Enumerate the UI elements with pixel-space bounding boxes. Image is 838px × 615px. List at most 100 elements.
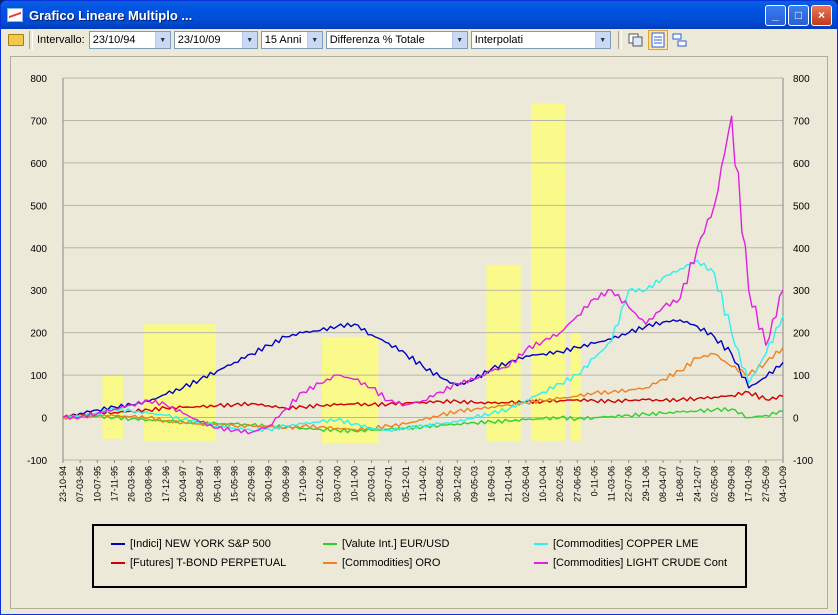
x-tick-label: 22-08-02 [435,466,445,502]
legend-label: [Commodities] LIGHT CRUDE Cont [553,557,728,569]
x-tick-label: 09-06-99 [281,466,291,502]
mode-value: Differenza % Totale [329,34,425,46]
x-tick-label: 15-05-98 [229,466,239,502]
x-tick-label: 27-05-09 [761,466,771,502]
line-chart: -100 -100 0 0 100 100 200 200 300 300 400 400 500 500… [27,74,813,502]
interpolation-select[interactable]: Interpolati ▼ [470,31,611,49]
y-tick-label-left: 400 [30,244,47,255]
minimize-button[interactable]: _ [765,4,786,26]
y-tick-label-left: 700 [30,116,47,127]
x-tick-label: 20-04-97 [178,466,188,502]
x-tick-label: 11-03-06 [607,466,617,501]
x-tick-label: 02-06-04 [521,466,531,502]
y-tick-label-left: -100 [27,456,47,467]
y-tick-label-left: 300 [30,286,47,297]
chevron-down-icon[interactable]: ▼ [594,32,610,48]
toolbar-separator [29,31,33,49]
legend-item: [Commodities] COPPER LME [534,538,698,550]
highlight-period-4 [531,103,566,441]
period-value: 15 Anni [264,34,302,46]
series-line-5 [62,115,784,435]
title-bar[interactable]: Grafico Lineare Multiplo ... _ □ × [1,1,837,29]
y-tick-label-right: 800 [793,74,810,85]
x-tick-label: 16-09-03 [487,466,497,502]
interpolation-value: Interpolati [474,34,524,46]
x-tick-label: 23-10-94 [58,466,68,502]
x-tick-label: 08-04-07 [658,466,668,502]
series-line-0 [62,319,784,419]
highlight-period-2 [321,336,379,444]
x-tick-label: 17-10-99 [298,466,308,502]
legend-swatch [323,562,337,564]
mode-select[interactable]: Differenza % Totale ▼ [325,31,468,49]
x-tick-label: 10-11-00 [349,466,359,501]
legend-item: [Indici] NEW YORK S&P 500 [111,538,271,550]
x-tick-label: 17-01-09 [744,466,754,502]
x-tick-label: 20-02-05 [555,466,565,502]
legend-swatch [534,562,548,564]
x-tick-label: 11-04-02 [418,466,428,501]
y-tick-label-right: 200 [793,329,810,340]
x-tick-label: 28-08-97 [195,466,205,502]
legend-swatch [323,543,337,545]
y-tick-label-right: 500 [793,201,810,212]
chevron-down-icon[interactable]: ▼ [154,32,170,48]
chevron-down-icon[interactable]: ▼ [451,32,467,48]
y-tick-label-right: 700 [793,116,810,127]
x-tick-label: 10-10-04 [538,466,548,502]
maximize-button[interactable]: □ [788,4,809,26]
date-from-value: 23/10/94 [92,34,136,46]
split-axis-view-icon[interactable] [670,30,690,50]
y-tick-label-left: 600 [30,159,47,170]
y-tick-label-right: 600 [793,159,810,170]
open-folder-icon[interactable] [7,32,25,48]
legend-item: [Futures] T-BOND PERPETUAL [111,557,286,569]
x-tick-label: 17-12-96 [161,466,171,502]
legend-label: [Commodities] COPPER LME [553,538,699,550]
legend-swatch [111,562,125,564]
y-tick-label-right: 100 [793,371,810,382]
copy-icon[interactable] [626,30,646,50]
chevron-down-icon[interactable]: ▼ [241,32,257,48]
series-line-2 [63,407,784,434]
single-axis-view-icon[interactable] [647,30,668,50]
chevron-down-icon[interactable]: ▼ [306,32,322,48]
x-tick-label: 26-03-96 [127,466,137,502]
y-tick-label-left: 100 [30,371,47,382]
x-tick-label: 07-03-95 [75,466,85,502]
x-tick-label: 20-03-01 [367,466,377,502]
x-tick-label: 21-01-04 [504,466,514,502]
legend-item: [Commodities] ORO [323,557,440,569]
toolbar-separator [617,31,622,49]
window-title: Grafico Lineare Multiplo ... [29,7,193,23]
x-tick-label: 10-07-95 [92,466,102,502]
legend-label: [Indici] NEW YORK S&P 500 [130,538,271,550]
y-tick-label-right: 400 [793,244,810,255]
x-tick-label: 22-07-06 [624,466,634,502]
x-tick-label: 04-10-09 [778,466,788,502]
series-line-3 [62,347,784,432]
y-tick-label-right: 0 [793,414,799,425]
series-line-4 [62,259,784,433]
legend-label: [Futures] T-BOND PERPETUAL [130,557,287,569]
x-tick-label: 30-12-02 [452,466,462,502]
x-tick-label: 03-07-00 [332,466,342,502]
legend-label: [Valute Int.] EUR/USD [342,538,450,550]
date-to-value: 23/10/09 [177,34,221,46]
close-button[interactable]: × [811,4,832,26]
period-select[interactable]: 15 Anni ▼ [260,31,323,49]
x-tick-label: 0-11-05 [589,466,599,496]
date-to-select[interactable]: 23/10/09 ▼ [173,31,258,49]
chart-legend: [Indici] NEW YORK S&P 500 [Futures] T-BON… [92,524,747,588]
y-tick-label-left: 800 [30,74,47,85]
interval-label: Intervallo: [37,34,85,46]
highlight-period-5 [570,332,581,441]
date-from-select[interactable]: 23/10/94 ▼ [88,31,171,49]
x-tick-label: 02-05-08 [709,466,719,502]
x-tick-label: 05-12-01 [401,466,411,502]
x-tick-label: 22-09-98 [247,466,257,502]
y-tick-label-left: 200 [30,329,47,340]
legend-swatch [111,543,125,545]
legend-swatch [534,543,548,545]
